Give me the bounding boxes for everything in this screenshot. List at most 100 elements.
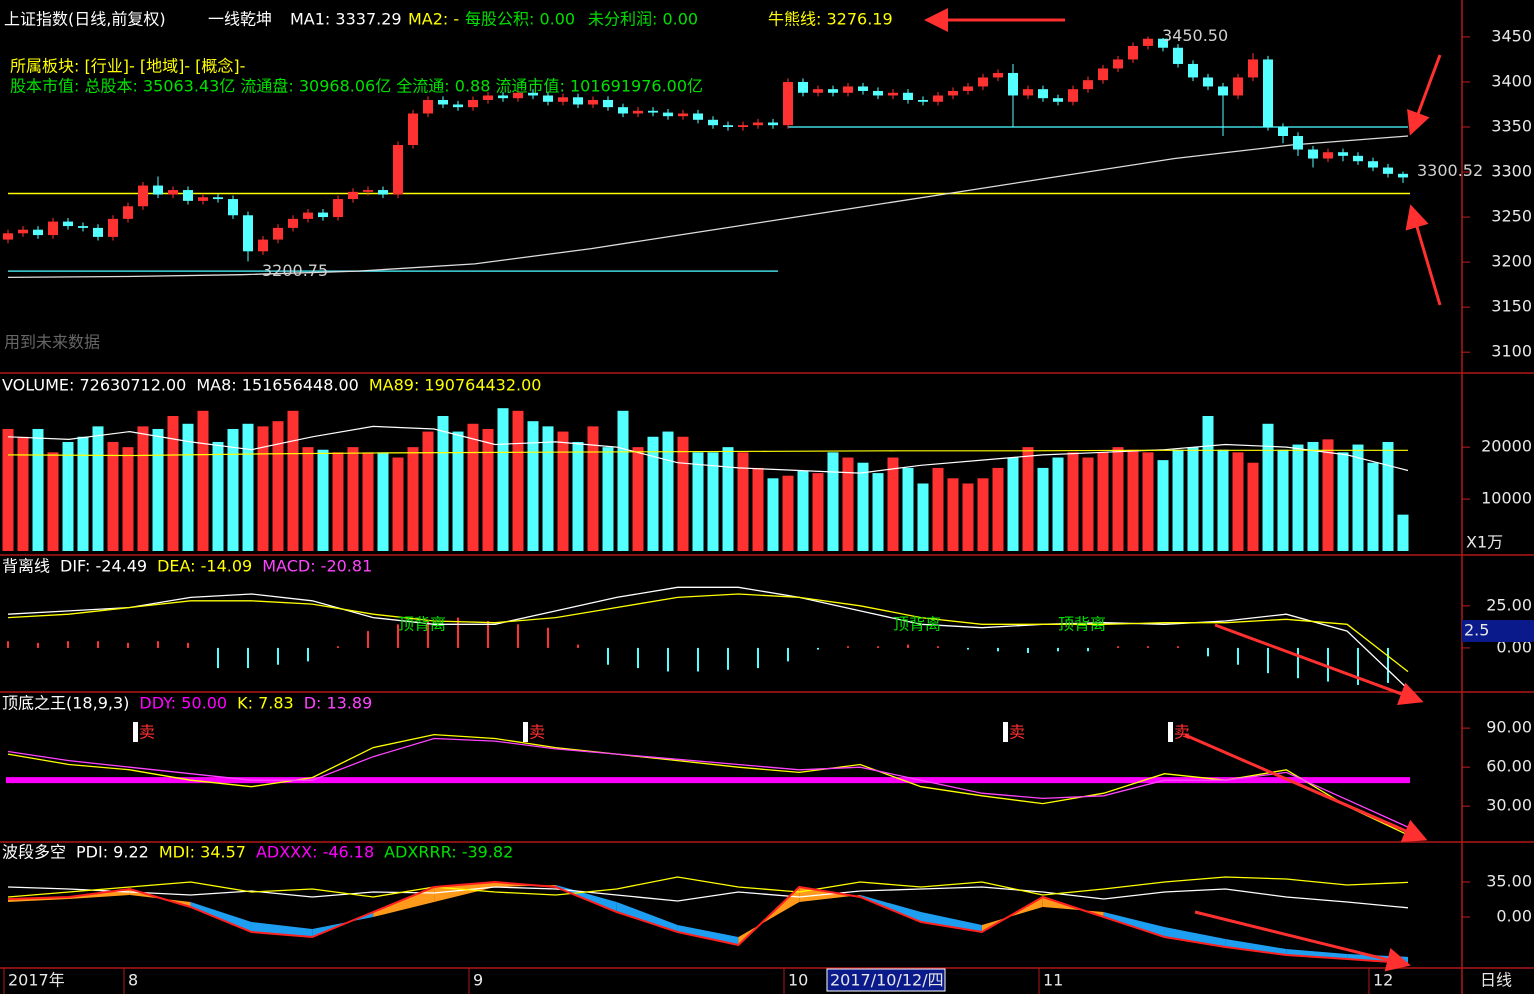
candle-body xyxy=(243,215,253,252)
marker-box xyxy=(1462,620,1534,642)
indicator-line xyxy=(7,425,1409,474)
sell-label: 卖 xyxy=(1009,723,1025,742)
legend-entry: PDI: 9.22 xyxy=(76,843,149,862)
candle-body xyxy=(183,190,193,201)
volume-bar xyxy=(767,478,779,551)
x-tick-label: 10 xyxy=(788,971,808,990)
candle-body xyxy=(318,212,328,218)
candle-body xyxy=(648,110,658,113)
candle-body xyxy=(918,99,928,102)
legend-entry: MA89: 190764432.00 xyxy=(369,376,542,395)
volume-bar xyxy=(152,428,164,551)
volume-bar xyxy=(2,428,14,551)
volume-bar xyxy=(1202,415,1214,551)
divergence-label: 顶背离 xyxy=(398,615,446,634)
y-tick-label: 0.00 xyxy=(1496,907,1532,926)
volume-bar xyxy=(482,428,494,551)
volume-bar xyxy=(17,436,29,551)
volume-bar xyxy=(1337,452,1349,551)
cursor-label: 2017/10/12/四 xyxy=(830,971,944,990)
candle-body xyxy=(1008,72,1018,96)
cursor-box xyxy=(826,968,946,992)
volume-bar xyxy=(332,452,344,551)
volume-bar xyxy=(1082,457,1094,551)
volume-bar xyxy=(212,441,224,551)
volume-bar xyxy=(1232,452,1244,551)
volume-bar xyxy=(782,475,794,551)
candle-body xyxy=(123,206,133,219)
legend-entry: K: 7.83 xyxy=(237,694,294,713)
candle-body xyxy=(33,229,43,236)
candle-body xyxy=(1128,45,1138,60)
volume-bar xyxy=(1382,441,1394,551)
candle-body xyxy=(543,95,553,102)
indicator-line xyxy=(7,586,1409,690)
volume-bar xyxy=(557,431,569,551)
legend-entry: ADXRRR: -39.82 xyxy=(384,843,513,862)
y-tick-label: 3350 xyxy=(1491,117,1532,136)
volume-bar xyxy=(287,410,299,551)
volume-bar xyxy=(1052,457,1064,551)
volume-bar xyxy=(167,415,179,551)
candle-body xyxy=(873,90,883,96)
candle-body xyxy=(1383,167,1393,174)
candle-body xyxy=(903,92,913,100)
candle-body xyxy=(783,81,793,126)
y-tick-label: 3200 xyxy=(1491,252,1532,271)
y-tick-label: 90.00 xyxy=(1486,718,1532,737)
volume-bar xyxy=(122,447,134,551)
volume-bar xyxy=(962,483,974,551)
candle-body xyxy=(393,145,403,195)
volume-bar xyxy=(407,447,419,551)
legend-entry: D: 13.89 xyxy=(304,694,373,713)
candle-body xyxy=(933,95,943,102)
volume-bar xyxy=(1217,449,1229,551)
volume-bar xyxy=(617,410,629,551)
volume-bar xyxy=(1277,449,1289,551)
volume-bar xyxy=(272,421,284,551)
header-item: 未分利润: 0.00 xyxy=(588,10,698,29)
candle-body xyxy=(1368,161,1378,168)
legend-entry: VOLUME: 72630712.00 xyxy=(2,376,186,395)
volume-bar xyxy=(1097,452,1109,551)
indicator-line xyxy=(7,733,1409,836)
header-item: 每股公积: 0.00 xyxy=(465,10,575,29)
volume-bar xyxy=(1142,452,1154,551)
band-fill xyxy=(1225,939,1287,955)
volume-bar xyxy=(62,441,74,551)
volume-bar xyxy=(512,410,524,551)
volume-bar xyxy=(242,423,254,551)
candle-body xyxy=(1353,155,1363,162)
candle-body xyxy=(288,218,298,228)
volume-bar xyxy=(692,452,704,551)
volume-bar xyxy=(1112,447,1124,551)
volume-bar xyxy=(842,457,854,551)
volume-bar xyxy=(797,470,809,551)
period-label: 日线 xyxy=(1480,971,1512,990)
candle-body xyxy=(1098,68,1108,81)
candle-body xyxy=(723,125,733,128)
volume-bar xyxy=(1037,467,1049,551)
legend-entry: DDY: 50.00 xyxy=(139,694,227,713)
candle-body xyxy=(528,92,538,96)
candle-body xyxy=(408,113,418,146)
candle-body xyxy=(378,190,388,195)
volume-bar xyxy=(377,452,389,551)
candle-body xyxy=(348,191,358,200)
legend-entry: MDI: 34.57 xyxy=(159,843,246,862)
y-tick-label: 0.00 xyxy=(1496,637,1532,656)
candle-body xyxy=(1278,127,1288,137)
volume-bar xyxy=(752,467,764,551)
candle-body xyxy=(363,190,373,192)
candle-body xyxy=(483,95,493,100)
legend-entry: MA8: 151656448.00 xyxy=(196,376,358,395)
y-tick-label: 3450 xyxy=(1491,26,1532,45)
candle-body xyxy=(813,89,823,93)
volume-bar xyxy=(197,410,209,551)
price-annotation: 3300.52 xyxy=(1417,161,1483,180)
candle-body xyxy=(1308,149,1318,159)
y-tick-label: 3400 xyxy=(1491,71,1532,90)
candle-body xyxy=(93,227,103,237)
